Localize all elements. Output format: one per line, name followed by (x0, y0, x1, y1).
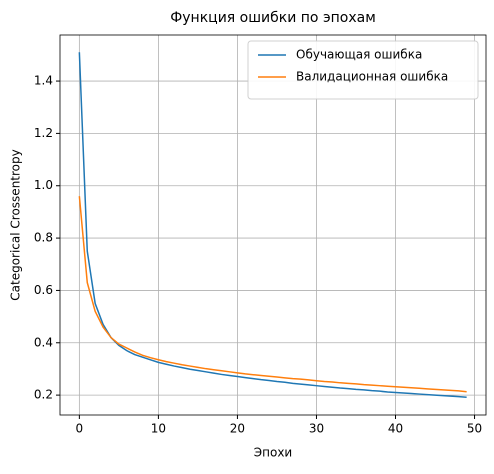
legend-box (247, 40, 479, 100)
x-tick-label: 10 (151, 422, 166, 436)
legend-label: Обучающая ошибка (296, 48, 422, 62)
y-axis-label: Categorical Crossentropy (9, 149, 23, 300)
x-tick-label: 50 (467, 422, 482, 436)
y-tick-label: 0.8 (34, 231, 53, 245)
x-tick-label: 40 (388, 422, 403, 436)
y-tick-label: 1.0 (34, 178, 53, 192)
x-axis-label: Эпохи (254, 446, 292, 460)
y-tick-label: 0.4 (34, 335, 53, 349)
y-tick-label: 0.6 (34, 283, 53, 297)
y-tick-label: 0.2 (34, 388, 53, 402)
line (78, 52, 467, 398)
chart-title: Функция ошибки по эпохам (170, 10, 376, 26)
plot-frame (59, 34, 487, 416)
line (78, 196, 467, 393)
legend-label: Валидационная ошибка (296, 70, 448, 84)
x-tick-label: 20 (230, 422, 245, 436)
x-tick-label: 0 (76, 422, 84, 436)
x-tick-label: 30 (309, 422, 324, 436)
y-tick-label: 1.2 (34, 126, 53, 140)
y-tick-label: 1.4 (34, 74, 53, 88)
